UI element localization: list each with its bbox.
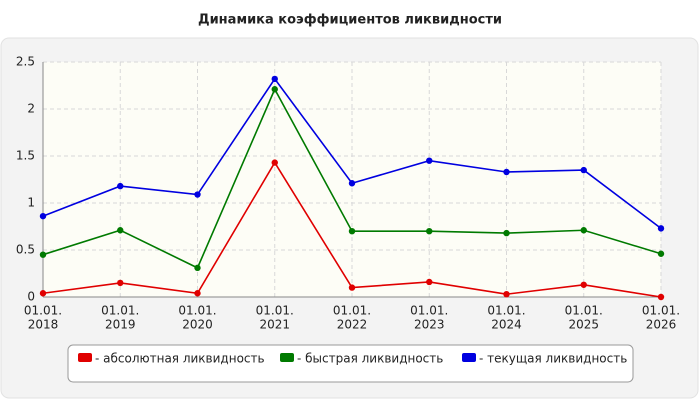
x-tick-label: 2022 xyxy=(337,318,368,332)
legend-label: - быстрая ликвидность xyxy=(297,352,443,366)
x-tick-label: 01.01. xyxy=(24,304,62,318)
point xyxy=(271,75,278,83)
point xyxy=(503,168,510,176)
x-tick-label: 01.01. xyxy=(642,304,680,318)
y-tick-label: 2.5 xyxy=(16,55,35,69)
x-tick-label: 01.01. xyxy=(101,304,139,318)
point xyxy=(39,251,47,258)
x-tick-label: 01.01. xyxy=(256,304,294,318)
point xyxy=(194,191,201,198)
x-tick-label: 01.01. xyxy=(333,304,371,318)
y-tick-label: 0.5 xyxy=(16,243,35,257)
point xyxy=(657,293,665,301)
x-tick-label: 2025 xyxy=(568,318,599,332)
x-tick-label: 2020 xyxy=(182,318,213,332)
point xyxy=(117,182,124,190)
point xyxy=(426,278,433,286)
x-tick-label: 01.01. xyxy=(178,304,216,318)
point xyxy=(580,281,587,288)
y-tick-label: 1 xyxy=(27,196,35,210)
point xyxy=(271,159,278,166)
legend-swatch xyxy=(280,353,294,362)
x-tick-label: 2019 xyxy=(105,318,136,332)
legend-label: - абсолютная ликвидность xyxy=(95,352,265,366)
point xyxy=(426,228,433,235)
chart-title: Динамика коэффициентов ликвидности xyxy=(198,13,502,28)
y-tick-label: 0 xyxy=(27,290,35,304)
point xyxy=(117,279,124,287)
point xyxy=(657,250,665,257)
legend-label: - текущая ликвидность xyxy=(479,352,627,366)
plot-area xyxy=(43,62,661,297)
point xyxy=(657,225,665,232)
point xyxy=(194,264,201,272)
legend-box xyxy=(67,344,634,383)
point xyxy=(503,290,510,298)
legend-swatch xyxy=(78,353,92,362)
point xyxy=(348,180,356,187)
legend-swatch xyxy=(462,353,476,362)
point xyxy=(194,290,201,297)
x-tick-label: 2018 xyxy=(28,318,59,332)
x-tick-label: 01.01. xyxy=(565,304,603,318)
point xyxy=(39,290,47,297)
point xyxy=(580,227,587,234)
x-tick-label: 01.01. xyxy=(410,304,448,318)
x-tick-label: 2026 xyxy=(646,318,677,332)
point xyxy=(271,86,278,93)
point xyxy=(348,284,356,291)
y-tick-label: 2 xyxy=(27,102,35,116)
point xyxy=(426,157,433,164)
x-tick-label: 2023 xyxy=(414,318,445,332)
point xyxy=(348,228,356,235)
point xyxy=(117,227,124,234)
x-tick-label: 2021 xyxy=(259,318,290,332)
y-tick-label: 1.5 xyxy=(16,149,35,163)
point xyxy=(503,229,510,237)
x-tick-label: 01.01. xyxy=(487,304,525,318)
x-tick-label: 2024 xyxy=(491,318,522,332)
point xyxy=(39,212,47,220)
point xyxy=(580,166,587,174)
